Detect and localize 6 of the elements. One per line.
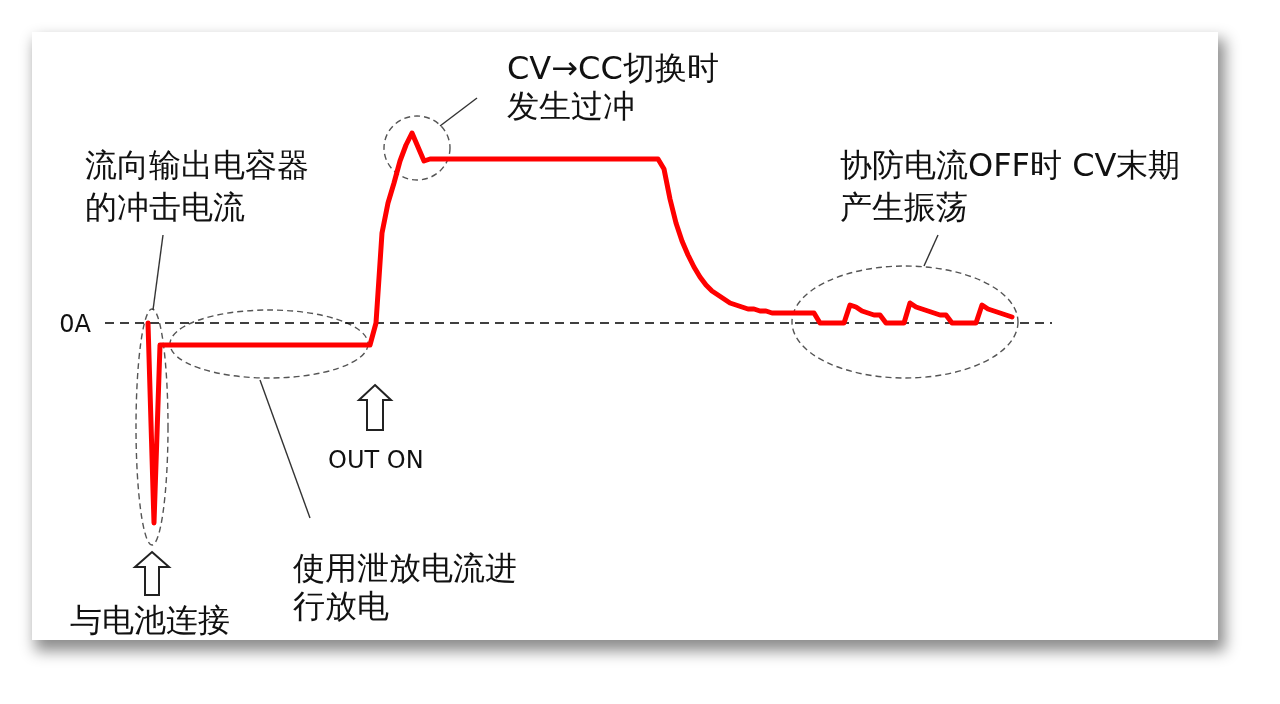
annotation: 使用泄放电流进行放电 <box>293 549 517 625</box>
annotation: 与电池连接 <box>70 601 230 639</box>
annotation: OUT ON <box>328 446 424 474</box>
annotation: 流向输出电容器的冲击电流 <box>85 146 309 226</box>
annotation: CV→CC切换时发生过冲 <box>507 49 719 125</box>
annotation: 协防电流OFF时 CV末期产生振荡 <box>840 146 1181 226</box>
